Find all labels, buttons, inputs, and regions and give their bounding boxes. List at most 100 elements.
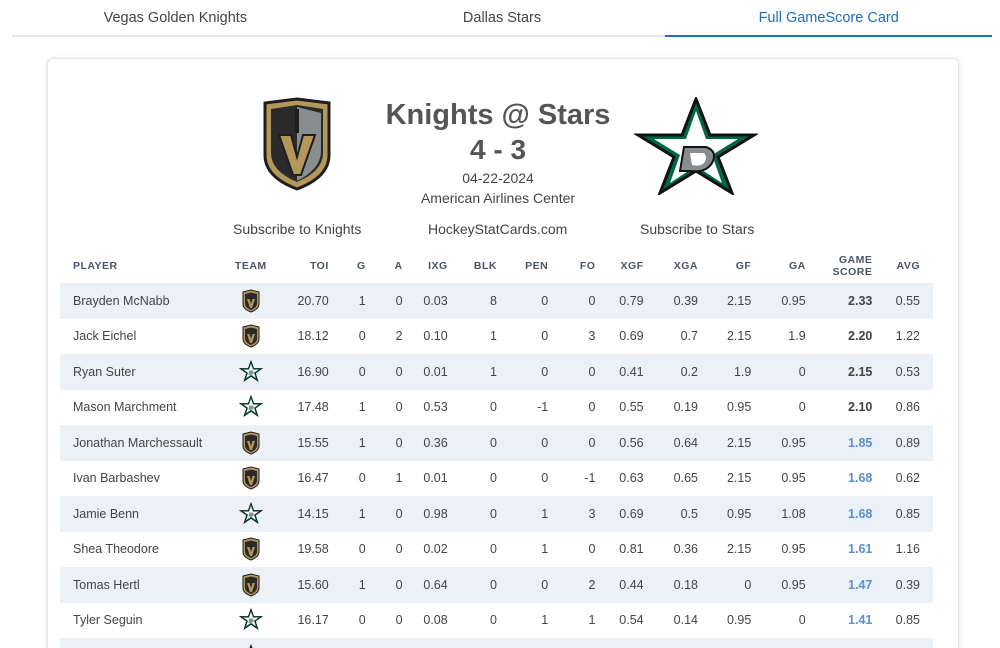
table-row[interactable]: Tyler Seguin 16.17 0 0 0.08 0 1 1 0.54 0.14 0.95 0 1… [60, 603, 933, 639]
stat-avg: 0.85 [895, 613, 920, 628]
stat-gf: 0.95 [726, 400, 752, 415]
header-team[interactable]: TEAM [234, 260, 267, 272]
header-g[interactable]: G [357, 260, 366, 272]
stat-ga: 0.95 [781, 577, 806, 592]
stat-ga: 1.9 [788, 329, 806, 344]
stat-ga: 0.95 [781, 542, 806, 557]
stat-g: 1 [358, 293, 366, 308]
header-xgf[interactable]: XGF [620, 260, 644, 272]
player-name[interactable]: Brayden McNabb [73, 293, 170, 308]
player-name[interactable] [60, 638, 216, 648]
stat-xgf: 0.79 [619, 293, 644, 308]
header-game-score-line1: GAME [838, 254, 873, 266]
header-player[interactable]: PLAYER [73, 260, 118, 272]
dallas-stars-icon [216, 496, 286, 532]
stat-ixg: 0.02 [423, 542, 448, 557]
table-row[interactable]: Jack Eichel 18.12 0 2 0.10 1 0 3 0.69 0.7 2.15 1.9 2… [60, 319, 933, 355]
header-avg[interactable]: AVG [896, 260, 920, 272]
stat-ixg: 0.08 [423, 613, 448, 628]
stat-blk: 0 [490, 471, 497, 486]
header-ga[interactable]: GA [788, 260, 806, 272]
stat-ga: 0 [798, 400, 806, 415]
stat-a: 1 [395, 471, 403, 486]
stat-g: 0 [358, 364, 366, 379]
player-name[interactable]: Shea Theodore [73, 542, 159, 557]
stat-toi [286, 638, 329, 648]
stat-toi: 18.12 [297, 329, 329, 344]
table-row[interactable]: Ivan Barbashev 16.47 0 1 0.01 0 0 -1 0.63 0.65 2.1… [60, 461, 933, 497]
stat-fo: 0 [588, 364, 596, 379]
stat-fo: 2 [588, 577, 596, 592]
header-blk[interactable]: BLK [473, 260, 497, 272]
stat-a [366, 638, 403, 648]
game-date: 04-22-2024 [462, 170, 534, 186]
tab-dallas-stars[interactable]: Dallas Stars [462, 10, 542, 26]
subscribe-knights-link[interactable]: Subscribe to Knights [233, 221, 362, 237]
header-toi[interactable]: TOI [309, 260, 329, 272]
table-row[interactable]: Jonathan Marchessault 15.55 1 0 0.36 0 0 0 0.56 0… [60, 425, 933, 461]
table-row[interactable]: Tomas Hertl 15.60 1 0 0.64 0 0 2 0.44 0.18 0 0.95 1.… [60, 567, 933, 603]
stat-gf: 2.15 [726, 471, 752, 486]
header-fo[interactable]: FO [579, 260, 596, 272]
stat-game-score: 2.15 [848, 364, 873, 379]
player-name[interactable]: Mason Marchment [73, 400, 177, 415]
tab-vegas-golden-knights[interactable]: Vegas Golden Knights [103, 10, 248, 26]
header-ixg[interactable]: IXG [428, 260, 448, 272]
stat-game-score: 2.20 [848, 329, 873, 344]
stat-game-score: 2.33 [848, 293, 873, 308]
stat-a: 0 [395, 364, 403, 379]
player-name[interactable]: Jamie Benn [73, 506, 140, 521]
vegas-golden-knights-icon [216, 425, 286, 461]
stat-avg: 1.22 [895, 329, 920, 344]
stat-pen: 0 [541, 329, 549, 344]
stat-pen [497, 638, 548, 648]
stat-game-score: 1.41 [848, 613, 873, 628]
player-name[interactable]: Tyler Seguin [73, 613, 143, 628]
stat-pen: 1 [541, 506, 549, 521]
stat-pen: 0 [541, 435, 549, 450]
stat-gf: 2.15 [726, 542, 752, 557]
header-gf[interactable]: GF [735, 260, 752, 272]
stat-xga: 0.5 [680, 506, 698, 521]
table-header-row: PLAYER TEAM TOI G A IXG BLK PEN FO XGF X… [60, 249, 933, 283]
site-link[interactable]: HockeyStatCards.com [428, 221, 568, 237]
stat-toi: 15.55 [297, 435, 329, 450]
stat-a: 0 [395, 293, 403, 308]
stat-gf: 2.15 [726, 435, 752, 450]
stat-xga: 0.14 [673, 613, 698, 628]
table-row[interactable] [60, 638, 933, 648]
stat-toi: 16.47 [297, 471, 329, 486]
player-name[interactable]: Ryan Suter [73, 364, 136, 379]
table-row[interactable]: Jamie Benn 14.15 1 0 0.98 0 1 3 0.69 0.5 0.95 1.08 1… [60, 496, 933, 532]
table-row[interactable]: Brayden McNabb 20.70 1 0 0.03 8 0 0 0.79 0.39 2.15… [60, 283, 933, 319]
player-name[interactable]: Tomas Hertl [73, 577, 140, 592]
player-name[interactable]: Ivan Barbashev [73, 471, 160, 486]
stat-game-score: 1.61 [848, 542, 873, 557]
table-row[interactable]: Mason Marchment 17.48 1 0 0.53 0 -1 0 0.55 0.19 0.… [60, 390, 933, 426]
header-xga[interactable]: XGA [673, 260, 698, 272]
vegas-golden-knights-logo [263, 97, 331, 191]
stat-gf: 2.15 [726, 293, 752, 308]
header-a[interactable]: A [394, 260, 403, 272]
stat-g: 0 [358, 542, 366, 557]
stat-xga: 0.36 [673, 542, 698, 557]
table-row[interactable]: Shea Theodore 19.58 0 0 0.02 0 1 0 0.81 0.36 2.15 0… [60, 532, 933, 568]
tab-full-gamescore-card[interactable]: Full GameScore Card [665, 0, 993, 37]
header-pen[interactable]: PEN [525, 260, 549, 272]
header-game-score[interactable]: GAME SCORE [806, 249, 873, 283]
table-row[interactable]: Ryan Suter 16.90 0 0 0.01 1 0 0 0.41 0.2 1.9 0 2.15 0… [60, 354, 933, 390]
vegas-golden-knights-icon [216, 567, 286, 603]
stat-ga: 0 [798, 364, 806, 379]
stat-avg: 1.16 [895, 542, 920, 557]
stat-gf: 0.95 [726, 613, 752, 628]
stat-gf [698, 638, 751, 648]
stat-toi: 17.48 [297, 400, 329, 415]
dallas-stars-icon [216, 390, 286, 426]
stat-blk: 0 [490, 613, 497, 628]
stat-xga: 0.65 [673, 471, 698, 486]
player-name[interactable]: Jonathan Marchessault [73, 435, 203, 450]
stat-game-score: 1.85 [848, 435, 873, 450]
player-name[interactable]: Jack Eichel [73, 329, 137, 344]
subscribe-stars-link[interactable]: Subscribe to Stars [640, 221, 755, 237]
stat-game-score: 1.68 [848, 506, 873, 521]
